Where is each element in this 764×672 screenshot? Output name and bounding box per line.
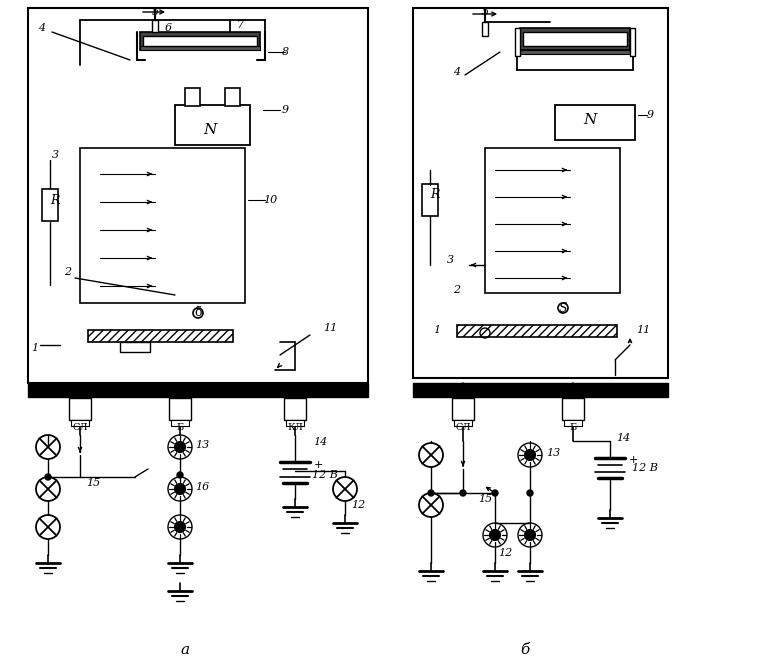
Bar	[143, 36, 257, 46]
Circle shape	[177, 472, 183, 478]
Text: 12 В: 12 В	[312, 470, 338, 480]
Bar	[171, 420, 189, 426]
Text: 11: 11	[323, 323, 337, 333]
Text: 4: 4	[454, 67, 461, 77]
Text: 3: 3	[51, 150, 59, 160]
Text: 5: 5	[481, 7, 488, 17]
Text: 3: 3	[446, 255, 454, 265]
Bar	[152, 20, 158, 32]
Bar	[485, 148, 620, 293]
Bar	[515, 28, 520, 56]
Text: Б: Б	[176, 423, 183, 431]
Bar	[452, 398, 474, 420]
Bar	[630, 28, 635, 56]
Text: 7: 7	[236, 20, 244, 30]
Text: +: +	[628, 455, 638, 465]
Text: 6: 6	[164, 23, 172, 33]
Text: Б: Б	[569, 423, 577, 431]
Bar	[88, 330, 233, 342]
Text: 2: 2	[454, 285, 461, 295]
Circle shape	[45, 474, 51, 480]
Text: 11: 11	[636, 325, 650, 335]
Bar	[454, 420, 472, 426]
Text: 5: 5	[151, 7, 159, 17]
Text: СЛ: СЛ	[455, 423, 471, 431]
Text: N: N	[583, 113, 597, 127]
Circle shape	[525, 530, 536, 540]
Bar	[422, 184, 438, 216]
Text: КЛ: КЛ	[287, 423, 303, 431]
Text: 1: 1	[31, 343, 38, 353]
Circle shape	[525, 450, 536, 460]
Bar	[120, 342, 150, 352]
Text: а: а	[180, 643, 189, 657]
Text: 8: 8	[281, 47, 289, 57]
Bar	[140, 46, 260, 50]
Text: S: S	[558, 302, 568, 314]
Bar	[457, 325, 617, 337]
Text: 12: 12	[351, 500, 365, 510]
Bar	[523, 32, 627, 46]
Text: 10: 10	[263, 195, 277, 205]
Bar	[413, 8, 668, 378]
Bar	[140, 32, 260, 50]
Bar	[225, 88, 240, 106]
Bar	[482, 22, 488, 36]
Text: 15: 15	[86, 478, 100, 488]
Circle shape	[175, 442, 186, 452]
Bar	[175, 105, 250, 145]
Bar	[562, 398, 584, 420]
Text: 14: 14	[616, 433, 630, 443]
Bar	[284, 398, 306, 420]
Circle shape	[527, 490, 533, 496]
Text: 12 В: 12 В	[632, 463, 658, 473]
Bar	[169, 398, 191, 420]
Text: 4: 4	[38, 23, 46, 33]
Text: 9: 9	[646, 110, 653, 120]
Circle shape	[428, 490, 434, 496]
Text: 13: 13	[195, 440, 209, 450]
Bar	[71, 420, 89, 426]
Bar	[520, 50, 630, 54]
Bar	[520, 28, 630, 50]
Text: N: N	[203, 123, 217, 137]
Text: +: +	[313, 460, 322, 470]
Bar	[69, 398, 91, 420]
Bar	[413, 383, 668, 397]
Text: 12: 12	[498, 548, 512, 558]
Bar	[80, 148, 245, 303]
Text: 14: 14	[313, 437, 327, 447]
Circle shape	[460, 490, 466, 496]
Bar	[185, 88, 200, 106]
Bar	[555, 105, 635, 140]
Circle shape	[175, 521, 186, 532]
Text: R: R	[50, 194, 60, 206]
Circle shape	[490, 530, 500, 540]
Circle shape	[175, 484, 186, 495]
Text: б: б	[520, 643, 529, 657]
Bar	[28, 383, 368, 397]
Text: 16: 16	[195, 482, 209, 492]
Text: 9: 9	[281, 105, 289, 115]
Circle shape	[492, 490, 498, 496]
Text: δ: δ	[194, 306, 202, 319]
Text: 1: 1	[433, 325, 441, 335]
Text: 13: 13	[545, 448, 560, 458]
Bar	[42, 189, 58, 221]
Bar	[286, 420, 304, 426]
Text: R: R	[430, 189, 440, 202]
Text: 2: 2	[64, 267, 72, 277]
Bar	[28, 8, 368, 383]
Text: СЛ: СЛ	[73, 423, 88, 431]
Bar	[564, 420, 582, 426]
Text: 15: 15	[478, 494, 492, 504]
